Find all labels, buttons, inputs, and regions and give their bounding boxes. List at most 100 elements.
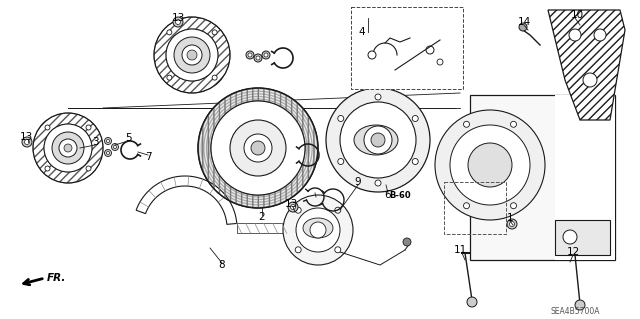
Circle shape xyxy=(248,53,252,57)
Circle shape xyxy=(283,195,353,265)
Text: 14: 14 xyxy=(517,17,531,27)
Circle shape xyxy=(310,222,326,238)
Circle shape xyxy=(450,125,530,205)
Circle shape xyxy=(368,51,376,59)
Circle shape xyxy=(254,54,262,62)
Circle shape xyxy=(295,207,301,213)
Circle shape xyxy=(209,98,308,197)
Ellipse shape xyxy=(354,125,398,155)
Circle shape xyxy=(519,23,527,31)
Text: 13: 13 xyxy=(19,132,33,142)
Circle shape xyxy=(210,100,307,196)
Circle shape xyxy=(412,159,418,165)
Circle shape xyxy=(207,97,309,199)
FancyBboxPatch shape xyxy=(351,7,463,89)
Circle shape xyxy=(111,144,118,151)
FancyBboxPatch shape xyxy=(555,220,610,255)
Circle shape xyxy=(463,121,470,127)
Circle shape xyxy=(154,17,230,93)
Ellipse shape xyxy=(303,218,333,238)
Circle shape xyxy=(45,166,50,171)
Circle shape xyxy=(437,59,443,65)
Circle shape xyxy=(338,159,344,165)
Text: 3: 3 xyxy=(92,137,99,147)
Circle shape xyxy=(113,145,116,149)
Circle shape xyxy=(64,144,72,152)
Text: 13: 13 xyxy=(172,13,184,23)
Circle shape xyxy=(435,110,545,220)
Circle shape xyxy=(569,29,581,41)
Circle shape xyxy=(426,46,434,54)
Circle shape xyxy=(198,88,318,208)
Circle shape xyxy=(340,102,416,178)
Text: 10: 10 xyxy=(570,10,584,20)
Circle shape xyxy=(44,124,92,172)
Circle shape xyxy=(86,125,91,130)
Text: FR.: FR. xyxy=(47,273,67,283)
Polygon shape xyxy=(548,10,625,120)
Text: 9: 9 xyxy=(355,177,362,187)
Circle shape xyxy=(175,19,180,25)
Circle shape xyxy=(211,101,305,195)
Circle shape xyxy=(335,207,340,213)
Circle shape xyxy=(291,204,296,210)
Circle shape xyxy=(338,115,344,122)
Circle shape xyxy=(262,51,270,59)
Circle shape xyxy=(205,94,312,202)
Circle shape xyxy=(86,166,91,171)
Circle shape xyxy=(106,152,109,154)
Circle shape xyxy=(174,37,210,73)
Text: 4: 4 xyxy=(358,27,365,37)
Circle shape xyxy=(230,120,286,176)
Circle shape xyxy=(33,113,103,183)
Circle shape xyxy=(364,126,392,154)
Circle shape xyxy=(507,219,517,229)
Circle shape xyxy=(166,29,218,81)
Text: 8: 8 xyxy=(219,260,225,270)
Circle shape xyxy=(375,180,381,186)
Circle shape xyxy=(52,132,84,164)
Circle shape xyxy=(44,124,92,172)
Circle shape xyxy=(206,96,310,200)
Circle shape xyxy=(468,143,512,187)
Circle shape xyxy=(204,93,313,203)
Text: 1: 1 xyxy=(507,213,513,223)
Circle shape xyxy=(575,300,585,310)
Circle shape xyxy=(200,91,316,205)
Circle shape xyxy=(295,247,301,253)
Circle shape xyxy=(467,297,477,307)
FancyBboxPatch shape xyxy=(555,95,615,260)
Circle shape xyxy=(412,115,418,122)
Circle shape xyxy=(59,139,77,157)
Circle shape xyxy=(463,203,470,209)
Circle shape xyxy=(211,101,305,195)
Text: 5: 5 xyxy=(125,133,131,143)
Circle shape xyxy=(167,75,172,80)
Circle shape xyxy=(403,238,411,246)
Circle shape xyxy=(326,88,430,192)
Circle shape xyxy=(211,101,305,195)
Text: 6: 6 xyxy=(385,190,391,200)
Circle shape xyxy=(212,75,217,80)
Circle shape xyxy=(104,150,111,157)
Circle shape xyxy=(106,139,109,143)
Circle shape xyxy=(166,29,218,81)
Circle shape xyxy=(199,89,317,207)
Circle shape xyxy=(509,221,515,226)
Circle shape xyxy=(583,73,597,87)
Circle shape xyxy=(296,208,340,252)
Circle shape xyxy=(202,92,314,204)
Polygon shape xyxy=(136,176,237,224)
Circle shape xyxy=(375,94,381,100)
Text: 13: 13 xyxy=(284,199,298,209)
Circle shape xyxy=(251,141,265,155)
FancyBboxPatch shape xyxy=(470,95,615,260)
Circle shape xyxy=(45,125,50,130)
Circle shape xyxy=(371,133,385,147)
Text: 11: 11 xyxy=(453,245,467,255)
Circle shape xyxy=(246,51,254,59)
Circle shape xyxy=(563,230,577,244)
Circle shape xyxy=(182,45,202,65)
Circle shape xyxy=(22,137,32,147)
Circle shape xyxy=(511,121,516,127)
